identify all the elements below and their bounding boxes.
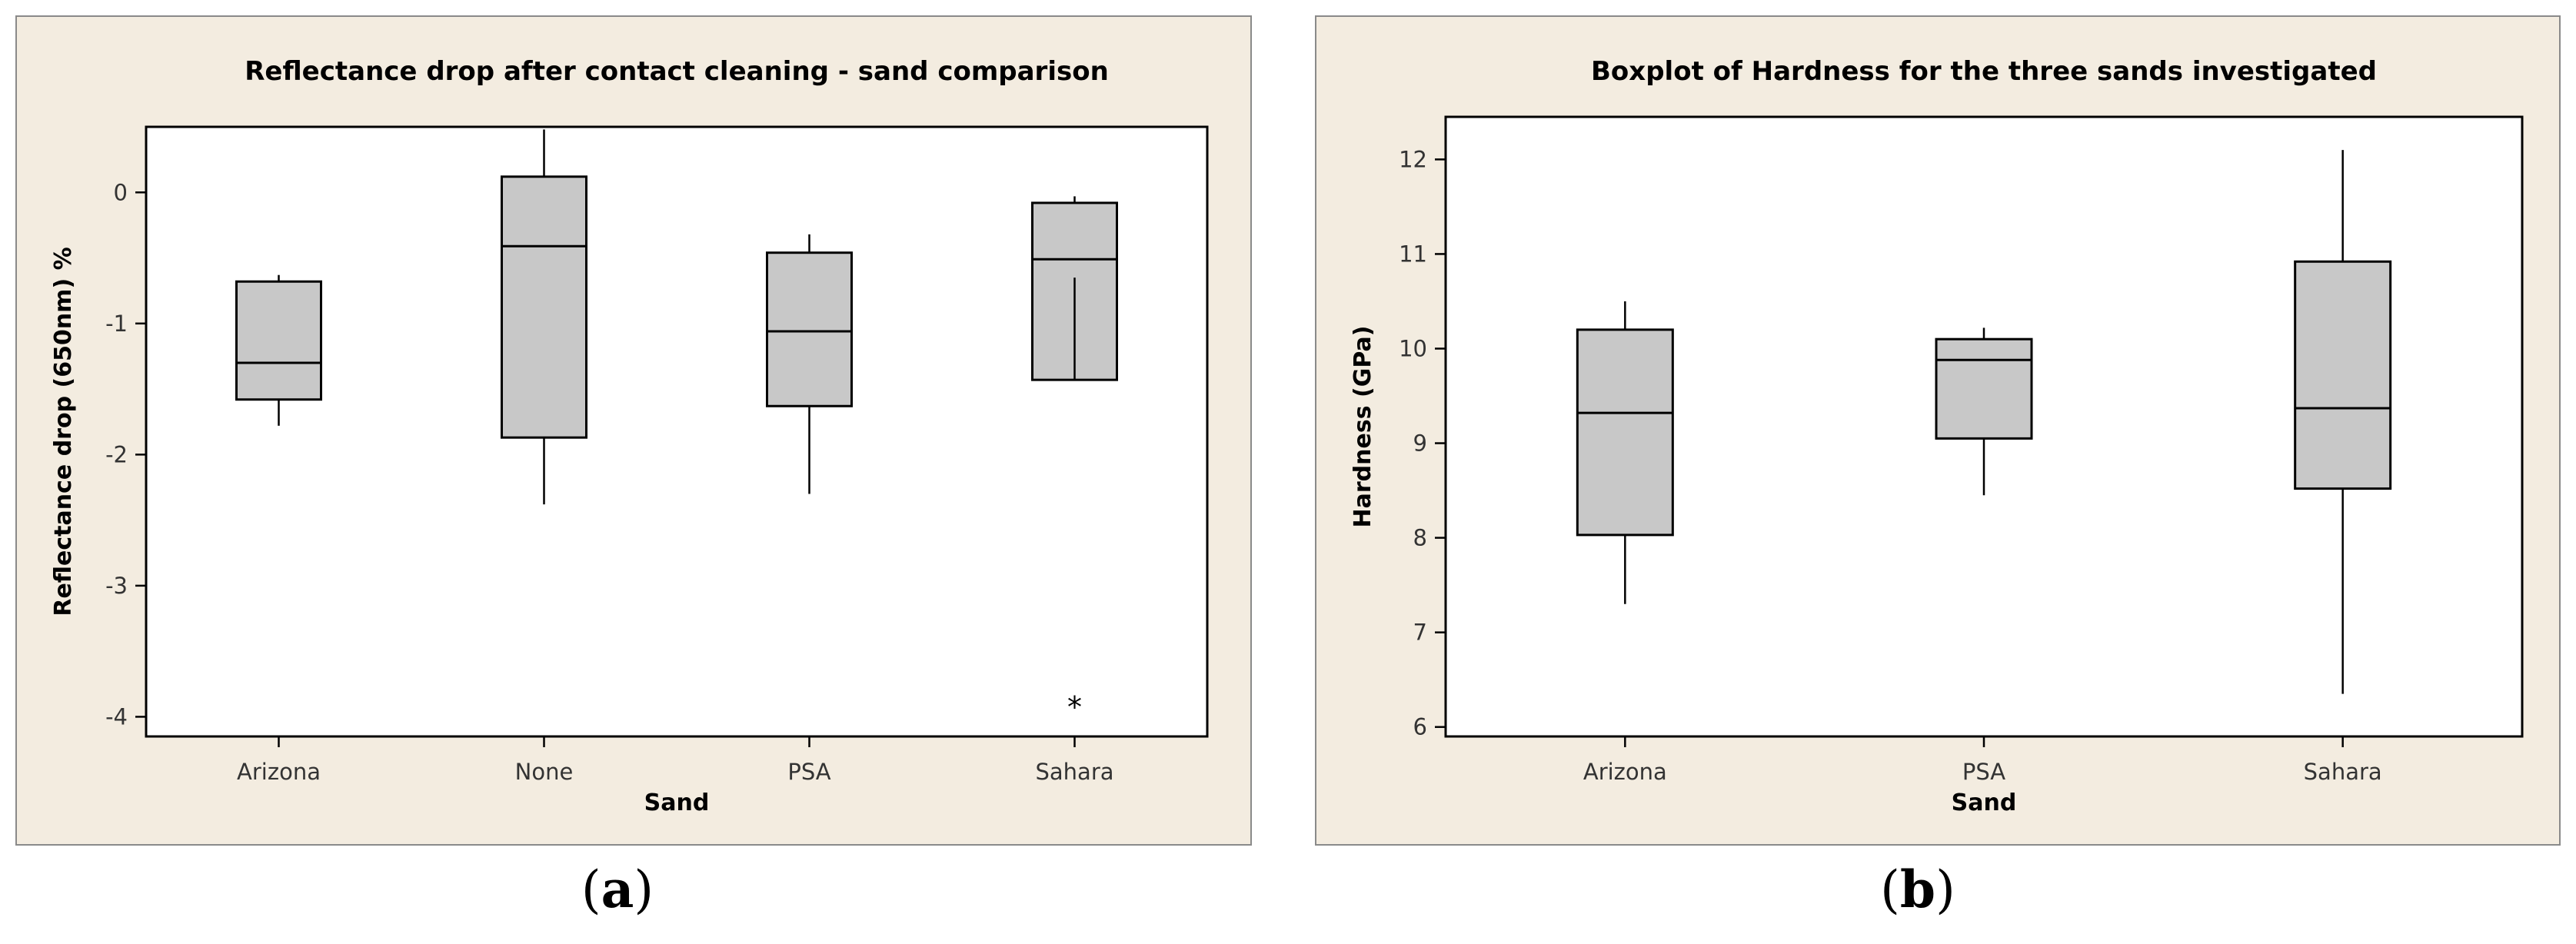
outlier-marker: * bbox=[1067, 690, 1082, 724]
y-tick-label: 6 bbox=[1413, 714, 1427, 740]
x-tick-label: Sahara bbox=[1035, 759, 1113, 785]
x-axis-title: Sand bbox=[1952, 789, 2017, 816]
y-tick-label: 7 bbox=[1413, 620, 1427, 646]
y-tick-label: -3 bbox=[105, 573, 128, 599]
x-tick-label: PSA bbox=[787, 759, 830, 785]
chart-panel-a: Reflectance drop after contact cleaning … bbox=[15, 15, 1252, 846]
box-arizona bbox=[1576, 328, 1674, 537]
y-tick-label: 12 bbox=[1399, 146, 1427, 172]
boxplot-hardness: Boxplot of Hardness for the three sands … bbox=[1350, 56, 2524, 816]
plot-area bbox=[145, 125, 1209, 738]
chart-panel-b: Boxplot of Hardness for the three sands … bbox=[1315, 15, 2561, 846]
y-axis-title: Hardness (GPa) bbox=[1350, 326, 1376, 528]
y-tick-label: -4 bbox=[105, 703, 128, 730]
box-none bbox=[501, 175, 587, 439]
x-tick-label: Arizona bbox=[237, 759, 321, 785]
chart-title: Reflectance drop after contact cleaning … bbox=[245, 56, 1109, 87]
chart-title: Boxplot of Hardness for the three sands … bbox=[1591, 56, 2377, 87]
x-tick-label: Sahara bbox=[2304, 759, 2382, 785]
x-axis-title: Sand bbox=[644, 789, 710, 816]
box-arizona bbox=[235, 280, 322, 401]
y-axis-title: Reflectance drop (650nm) % bbox=[50, 247, 77, 616]
caption-a: (a) bbox=[581, 859, 654, 919]
y-tick-label: 0 bbox=[114, 179, 128, 205]
y-tick-label: 10 bbox=[1399, 335, 1427, 361]
y-tick-label: -2 bbox=[105, 441, 128, 467]
y-tick-label: 8 bbox=[1413, 525, 1427, 551]
box-psa bbox=[1935, 337, 2033, 440]
y-tick-label: 9 bbox=[1413, 430, 1427, 457]
boxplot-reflectance-drop: Reflectance drop after contact cleaning … bbox=[50, 56, 1209, 816]
y-tick-label: -1 bbox=[105, 311, 128, 337]
caption-b: (b) bbox=[1880, 859, 1955, 919]
x-tick-label: None bbox=[515, 759, 574, 785]
x-tick-label: PSA bbox=[1962, 759, 2005, 785]
box-sahara bbox=[2294, 260, 2392, 490]
y-tick-label: 11 bbox=[1399, 241, 1427, 267]
box-psa bbox=[766, 251, 853, 407]
x-tick-label: Arizona bbox=[1583, 759, 1667, 785]
